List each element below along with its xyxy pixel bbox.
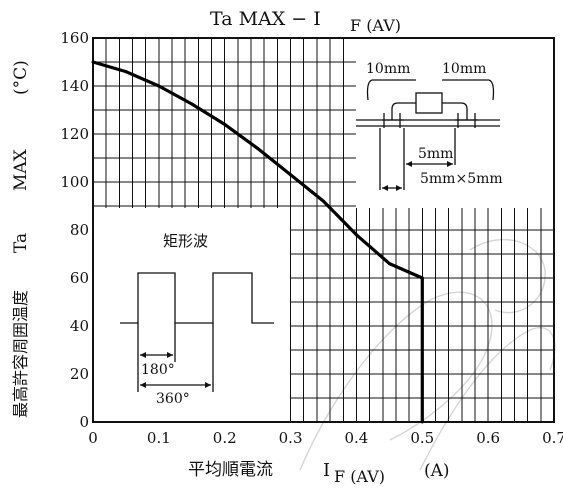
period-label: 360° <box>156 391 190 407</box>
x-tick-label: 0.5 <box>410 429 434 447</box>
x-axis-unit: (A) <box>424 461 450 481</box>
series-point <box>91 60 95 64</box>
pulse-width-label: 180° <box>141 362 175 378</box>
chart-title: Ta MAX − I <box>210 8 321 30</box>
y-tick-label: 60 <box>70 269 89 287</box>
y-tick-label: 40 <box>70 317 89 335</box>
series-point <box>420 420 424 424</box>
series-point <box>190 102 194 106</box>
dim-bracket-left <box>366 79 373 101</box>
series-point <box>289 173 293 177</box>
y-tick-label: 120 <box>60 125 89 143</box>
y-axis-unit: (°C) <box>11 60 31 95</box>
series-line <box>92 60 424 422</box>
x-axis-subscript: F (AV) <box>334 467 385 486</box>
series-point <box>223 122 227 126</box>
y-tick-label: 140 <box>60 77 89 95</box>
mount-inset: 10mm 10mm 5mm 5mm×5mm <box>356 61 503 191</box>
y-tick-label: 0 <box>79 413 89 431</box>
y-axis-symbol: Ta <box>11 233 31 253</box>
dim-bracket-right <box>488 79 495 101</box>
waveform-inset: 矩形波 180° 360° <box>120 232 274 407</box>
square-wave <box>120 272 274 324</box>
x-tick-label: 0 <box>88 429 98 447</box>
x-axis-symbol: I <box>323 460 330 481</box>
mount-right-dim: 10mm <box>442 61 486 77</box>
y-tick-label: 160 <box>60 29 89 47</box>
x-axis-label: 平均順電流 <box>188 460 273 480</box>
y-axis-ticks: 0 20 40 60 80 100 120 140 160 <box>60 29 89 431</box>
series-points <box>91 60 424 424</box>
y-tick-label: 20 <box>70 365 89 383</box>
x-tick-label: 0.6 <box>476 429 500 447</box>
component-body <box>415 92 443 114</box>
x-tick-label: 0.2 <box>213 429 237 447</box>
x-axis-ticks: 0 0.1 0.2 0.3 0.4 0.5 0.6 0.7 <box>88 429 563 447</box>
x-tick-label: 0.4 <box>344 429 368 447</box>
mount-gap-dim: 5mm <box>418 146 453 162</box>
lead-left <box>391 102 416 120</box>
plot-frame <box>92 37 555 423</box>
x-tick-label: 0.7 <box>542 429 563 447</box>
y-tick-label: 80 <box>70 221 89 239</box>
y-tick-label: 100 <box>60 173 89 191</box>
series-point <box>420 276 424 280</box>
series-point <box>322 199 325 203</box>
mount-left-dim: 10mm <box>366 61 410 77</box>
x-tick-label: 0.1 <box>147 429 171 447</box>
lead-right <box>442 102 468 120</box>
chart-title-subscript: F (AV) <box>350 16 401 35</box>
pad-right <box>455 113 478 128</box>
waveform-label: 矩形波 <box>163 232 208 250</box>
x-tick-label: 0.3 <box>279 429 303 447</box>
series-point <box>387 262 391 266</box>
pad-arrowheads <box>382 185 402 191</box>
mount-pad-dim: 5mm×5mm <box>420 171 503 187</box>
y-axis-qualifier: MAX <box>11 148 31 191</box>
waveform-inset-background <box>93 208 290 422</box>
series-point <box>157 84 161 88</box>
series-point <box>354 233 358 237</box>
series-point <box>124 70 128 74</box>
y-axis-label: 最高許容周囲温度 <box>11 290 30 418</box>
mount-inset-background <box>356 38 554 208</box>
series-point <box>256 146 260 150</box>
pad-left <box>382 113 404 128</box>
